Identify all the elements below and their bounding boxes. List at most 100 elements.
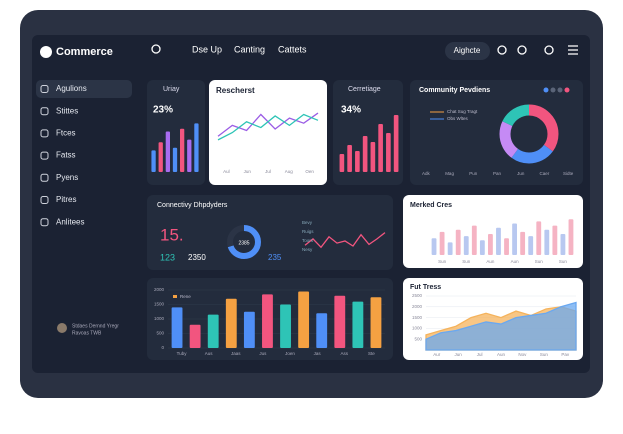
bar <box>158 142 163 172</box>
legend-label: Obs Wltes <box>447 116 469 121</box>
x-tick-label: Adk <box>422 171 431 176</box>
button-label[interactable]: Aighcte <box>454 46 481 55</box>
bar <box>536 221 542 255</box>
kpi: 23% <box>153 105 173 116</box>
y-tick-label: 500 <box>414 336 422 341</box>
bar <box>151 150 156 172</box>
kpi: 34% <box>341 105 361 116</box>
bar <box>431 238 437 255</box>
y-tick-label: 1000 <box>154 316 165 321</box>
legend-dot <box>550 87 556 93</box>
bar <box>171 307 183 348</box>
bar <box>362 136 368 172</box>
card-title: Fut Tress <box>410 284 441 291</box>
nav-link[interactable]: Canting <box>234 44 265 54</box>
legend-label: Ruigs <box>302 229 314 234</box>
card-title: Uriay <box>163 86 180 93</box>
donut-segment <box>499 104 559 164</box>
card-title: Connectivy Dhpdyders <box>157 202 228 209</box>
user-name: Stdaes Dernnd Yregr <box>72 323 119 329</box>
nav-link[interactable]: Dse Up <box>192 44 222 54</box>
x-tick-label: Aun <box>497 352 506 357</box>
nav-icon <box>40 85 49 93</box>
y-tick-label: 2000 <box>412 304 423 309</box>
x-tick-label: Aug <box>285 169 294 174</box>
x-tick-label: Jun <box>455 352 463 357</box>
x-tick-label: Oen <box>305 169 314 174</box>
kpi: 2350 <box>188 253 206 262</box>
x-tick-label: Ass <box>341 351 349 356</box>
bar <box>165 131 170 172</box>
bar <box>347 145 352 172</box>
donut-segment <box>499 104 559 164</box>
search-icon[interactable] <box>151 44 161 54</box>
area <box>425 301 577 351</box>
x-tick-label: Aus <box>205 351 214 356</box>
bar <box>568 219 574 255</box>
x-tick-label: Pav <box>561 352 570 357</box>
nav-link[interactable]: Cattets <box>278 44 307 54</box>
kpi: 123 <box>160 252 175 262</box>
nav-icon <box>40 196 49 204</box>
search-icon[interactable] <box>544 45 554 55</box>
bar <box>280 304 291 348</box>
settings-icon[interactable] <box>517 45 527 55</box>
card-title: Rescherst <box>216 86 255 95</box>
bar <box>393 115 399 172</box>
bar <box>560 234 566 255</box>
nav-item[interactable]: Stittes <box>56 106 78 115</box>
x-tick-label: Joen <box>285 351 295 356</box>
logo <box>40 46 52 58</box>
y-tick-label: 500 <box>156 331 164 336</box>
nav-icon <box>40 173 49 182</box>
bar <box>479 240 485 255</box>
x-tick-label: Aul <box>223 169 230 174</box>
nav-item[interactable]: Fatss <box>56 151 76 160</box>
card <box>147 195 393 270</box>
bar <box>488 234 493 255</box>
legend-dot <box>557 87 563 93</box>
y-tick-label: 1000 <box>412 326 423 331</box>
y-tick-label: 2000 <box>154 287 165 292</box>
bar <box>180 128 185 172</box>
menu-icon[interactable] <box>568 45 578 55</box>
x-tick-label: Caer <box>540 171 550 176</box>
line <box>304 232 386 249</box>
card-title: Merked Cres <box>410 202 452 209</box>
nav-item[interactable]: Pyens <box>56 173 78 182</box>
active-item[interactable] <box>36 80 132 98</box>
bar <box>455 229 461 255</box>
x-tick-label: Sun <box>438 259 447 264</box>
button[interactable] <box>445 42 490 60</box>
nav-icon <box>40 218 49 227</box>
x-tick-label: Sidte <box>563 171 574 176</box>
bar <box>189 324 201 348</box>
legend-label: Toors <box>302 238 314 243</box>
x-tick-label: Aur <box>433 352 441 357</box>
x-tick-label: Sun <box>462 259 471 264</box>
x-tick-label: Aun <box>511 259 520 264</box>
x-tick-label: Aun <box>486 259 495 264</box>
nav-item[interactable]: Anlitees <box>56 217 84 226</box>
brand: Commerce <box>56 46 113 58</box>
avatar <box>57 323 67 333</box>
card-title: Cerretiage <box>348 86 381 93</box>
nav-item[interactable]: Agulions <box>56 84 87 93</box>
nav-icon <box>40 107 49 116</box>
nav-item[interactable]: Ftces <box>56 129 76 138</box>
card <box>209 80 327 185</box>
bar <box>370 297 382 348</box>
legend-dot <box>564 87 570 93</box>
x-tick-label: Sun <box>540 352 549 357</box>
x-tick-label: Jun <box>244 169 252 174</box>
x-tick-label: Jul <box>477 352 483 357</box>
kpi: 15. <box>160 225 184 244</box>
nav-item[interactable]: Pitres <box>56 195 76 204</box>
search-icon[interactable] <box>497 45 507 55</box>
bar <box>194 123 199 172</box>
bar <box>225 298 237 348</box>
donut-label: 2385 <box>238 240 249 246</box>
donut-segment <box>499 104 559 164</box>
x-tick-label: Mag <box>445 171 454 176</box>
legend-dot <box>543 87 549 93</box>
